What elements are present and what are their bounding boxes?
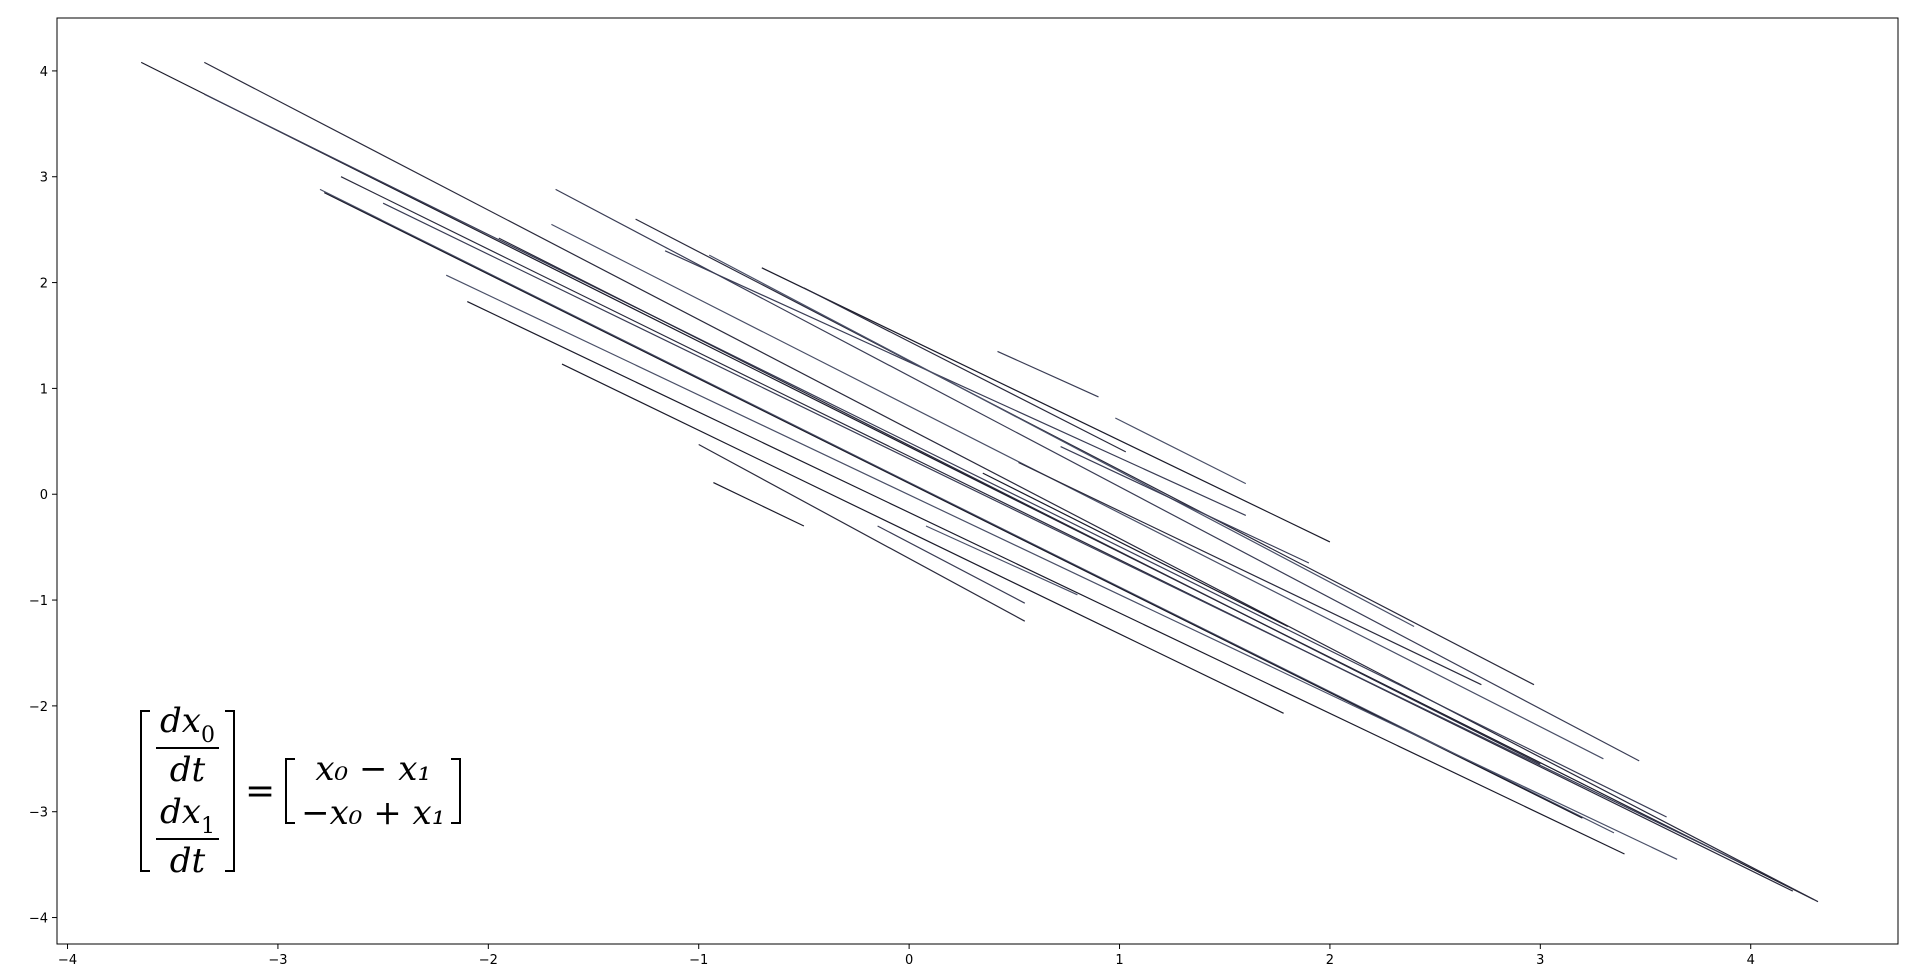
equation: dx0 dt dx1 dt = x₀ − x₁ −x₀ + x₁ [140, 700, 462, 882]
series-line-6 [382, 202, 1741, 864]
series-line-5 [340, 176, 1794, 892]
lhs-top-num: dx [160, 701, 201, 741]
lhs-top-den: dt [169, 750, 206, 790]
rhs-left-bracket [285, 758, 296, 824]
x-tick-label: −2 [479, 953, 498, 968]
lhs-top-fraction: dx0 dt [156, 700, 219, 791]
series-line-10 [555, 188, 1640, 762]
rhs-bottom-entry: −x₀ + x₁ [301, 793, 446, 833]
series-line-19 [1115, 417, 1247, 485]
series-line-15 [708, 254, 1415, 628]
series-line-24 [982, 472, 1289, 628]
series-line-12 [561, 363, 1284, 714]
y-tick-label: 3 [40, 171, 48, 186]
x-tick-label: 4 [1747, 953, 1755, 968]
plot-frame [56, 17, 1899, 945]
y-tick-label: −3 [29, 806, 48, 821]
x-tick-label: 1 [1115, 953, 1123, 968]
series-line-22 [877, 525, 1026, 604]
x-tick-label: 3 [1536, 953, 1544, 968]
series-line-14 [664, 250, 1247, 516]
series-line-23 [925, 525, 1078, 596]
y-axis-ticks: 4 3 2 1 0 −1 −2 −3 −4 [29, 65, 57, 927]
rhs-top-entry: x₀ − x₁ [315, 749, 432, 789]
x-tick-label: −1 [689, 953, 708, 968]
series-line-8 [467, 301, 1625, 855]
y-tick-label: 1 [40, 382, 48, 397]
series-line-13 [635, 218, 1535, 686]
x-tick-label: 2 [1326, 953, 1334, 968]
series-line-21 [698, 443, 1026, 622]
series-line-9 [498, 237, 1541, 765]
series-line-0 [140, 61, 1815, 901]
series-line-4 [323, 192, 1583, 819]
series-lines [140, 61, 1819, 903]
series-line-7 [445, 274, 1678, 860]
series-line-1 [204, 61, 1819, 903]
y-tick-label: −2 [29, 700, 48, 715]
y-tick-label: 2 [40, 277, 48, 292]
series-line-11 [551, 223, 1604, 760]
series-line-25 [1018, 461, 1482, 686]
rhs-right-bracket [451, 758, 462, 824]
series-line-20 [713, 482, 805, 527]
series-line-26 [1060, 446, 1310, 564]
lhs-bot-den: dt [169, 841, 206, 881]
y-tick-label: −1 [29, 594, 48, 609]
x-tick-label: 0 [905, 953, 913, 968]
y-tick-label: 4 [40, 65, 48, 80]
lhs-bottom-fraction: dx1 dt [156, 791, 219, 882]
x-tick-label: −4 [58, 953, 77, 968]
lhs-top-sub: 0 [200, 723, 215, 748]
rhs-column: x₀ − x₁ −x₀ + x₁ [295, 747, 451, 835]
series-line-16 [761, 267, 1331, 543]
lhs-bot-sub: 1 [200, 814, 215, 839]
series-line-3 [319, 188, 1615, 834]
series-line-2 [204, 93, 1667, 818]
lhs-left-bracket [140, 710, 150, 872]
y-tick-label: −4 [29, 912, 48, 927]
equals-sign: = [244, 770, 276, 812]
x-tick-label: −3 [268, 953, 287, 968]
lhs-right-bracket [224, 710, 235, 872]
y-tick-label: 0 [40, 488, 48, 503]
series-line-18 [997, 350, 1099, 398]
lhs-bot-num: dx [160, 792, 201, 832]
series-line-17 [803, 287, 1127, 453]
lhs-column: dx0 dt dx1 dt [150, 700, 225, 882]
x-axis-ticks: −4 −3 −2 −1 0 1 2 3 4 [58, 944, 1755, 968]
